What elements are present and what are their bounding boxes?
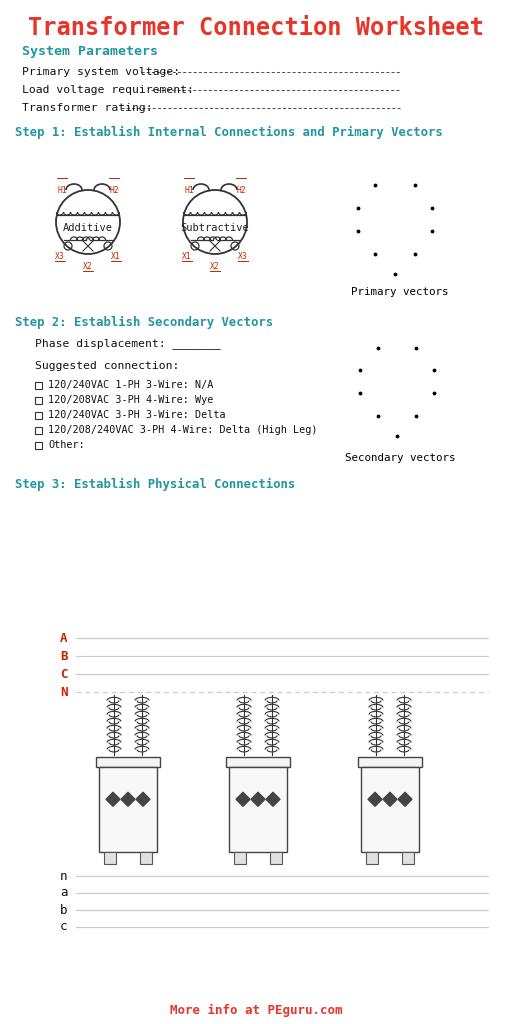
Text: N: N xyxy=(60,685,68,698)
Polygon shape xyxy=(368,793,382,806)
Text: Phase displacement: _______: Phase displacement: _______ xyxy=(35,339,221,349)
Text: 120/240VAC 1-PH 3-Wire: N/A: 120/240VAC 1-PH 3-Wire: N/A xyxy=(48,380,214,390)
Text: Subtractive: Subtractive xyxy=(181,223,249,233)
Text: a: a xyxy=(60,887,68,899)
Bar xyxy=(35,412,42,419)
Bar xyxy=(35,382,42,389)
Text: B: B xyxy=(60,649,68,663)
Text: Other:: Other: xyxy=(48,440,85,450)
Text: X1: X1 xyxy=(182,252,192,261)
Text: Primary vectors: Primary vectors xyxy=(351,287,449,297)
Text: 120/208/240VAC 3-PH 4-Wire: Delta (High Leg): 120/208/240VAC 3-PH 4-Wire: Delta (High … xyxy=(48,425,317,435)
Bar xyxy=(270,852,282,864)
Text: n: n xyxy=(60,869,68,883)
Polygon shape xyxy=(106,793,120,806)
Polygon shape xyxy=(136,793,150,806)
Text: C: C xyxy=(60,668,68,681)
Text: Step 3: Establish Physical Connections: Step 3: Establish Physical Connections xyxy=(15,477,295,490)
Text: Load voltage requirement:: Load voltage requirement: xyxy=(22,85,194,95)
Text: X3: X3 xyxy=(238,252,248,261)
Text: Suggested connection:: Suggested connection: xyxy=(35,361,179,371)
Bar xyxy=(358,757,422,767)
Text: Primary system voltage:: Primary system voltage: xyxy=(22,67,180,77)
Text: b: b xyxy=(60,903,68,916)
Text: Transformer rating:: Transformer rating: xyxy=(22,103,153,113)
Text: Transformer Connection Worksheet: Transformer Connection Worksheet xyxy=(28,16,484,40)
Text: Step 2: Establish Secondary Vectors: Step 2: Establish Secondary Vectors xyxy=(15,315,273,329)
Text: H1: H1 xyxy=(184,186,194,195)
Bar xyxy=(35,442,42,449)
Text: Secondary vectors: Secondary vectors xyxy=(345,453,455,463)
Text: 120/240VAC 3-PH 3-Wire: Delta: 120/240VAC 3-PH 3-Wire: Delta xyxy=(48,410,226,420)
Bar xyxy=(402,852,414,864)
Polygon shape xyxy=(236,793,250,806)
Text: More info at PEguru.com: More info at PEguru.com xyxy=(170,1004,342,1017)
Bar xyxy=(35,397,42,404)
Bar xyxy=(99,767,157,852)
Bar xyxy=(366,852,378,864)
Text: X2: X2 xyxy=(210,262,220,271)
Polygon shape xyxy=(383,793,397,806)
Bar xyxy=(96,757,160,767)
Polygon shape xyxy=(266,793,280,806)
Text: X3: X3 xyxy=(55,252,65,261)
Bar xyxy=(140,852,152,864)
Bar xyxy=(361,767,419,852)
Text: System Parameters: System Parameters xyxy=(22,45,158,58)
Text: Step 1: Establish Internal Connections and Primary Vectors: Step 1: Establish Internal Connections a… xyxy=(15,126,443,138)
Bar xyxy=(229,767,287,852)
Polygon shape xyxy=(121,793,135,806)
Text: X1: X1 xyxy=(111,252,121,261)
Polygon shape xyxy=(398,793,412,806)
Polygon shape xyxy=(251,793,265,806)
Text: H2: H2 xyxy=(236,186,246,195)
Text: Additive: Additive xyxy=(63,223,113,233)
Text: H2: H2 xyxy=(109,186,119,195)
Bar xyxy=(104,852,116,864)
Bar xyxy=(234,852,246,864)
Bar xyxy=(226,757,290,767)
Text: A: A xyxy=(60,632,68,644)
Text: H1: H1 xyxy=(57,186,67,195)
Bar xyxy=(35,427,42,434)
Text: c: c xyxy=(60,921,68,934)
Text: 120/208VAC 3-PH 4-Wire: Wye: 120/208VAC 3-PH 4-Wire: Wye xyxy=(48,395,214,406)
Text: X2: X2 xyxy=(83,262,93,271)
